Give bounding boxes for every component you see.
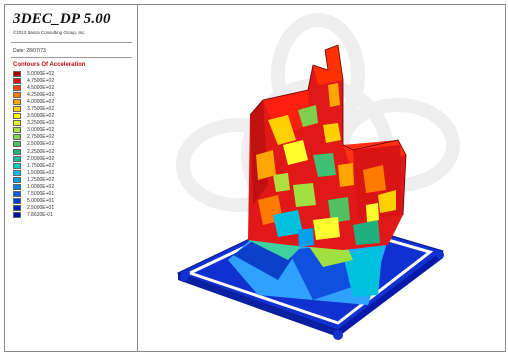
app-title: 3DEC_DP 5.00: [13, 11, 111, 27]
legend-swatch: [13, 162, 21, 169]
legend-label: 5.0000E+01: [27, 198, 55, 205]
plot-date: Date: 28/07/73: [13, 48, 46, 54]
legend-label: 2.0000E+02: [27, 155, 55, 162]
legend-item: 2.0000E+02: [13, 155, 54, 162]
legend-swatch: [13, 191, 21, 198]
legend-swatch: [13, 134, 21, 141]
legend-item: 4.0000E+02: [13, 98, 54, 105]
legend-item: 7.5000E+01: [13, 191, 54, 198]
legend-label: 7.5000E+01: [27, 191, 55, 198]
legend-swatch: [13, 113, 21, 120]
legend-label: 5.0000E+02: [27, 70, 55, 77]
legend-swatch: [13, 155, 21, 162]
legend-label: 3.5000E+02: [27, 113, 55, 120]
legend-item: 4.2500E+02: [13, 91, 54, 98]
legend-swatch: [13, 106, 21, 113]
legend-swatch: [13, 77, 21, 84]
legend-swatch: [13, 148, 21, 155]
copyright-text: ©2013 Itasca Consulting Group, Inc.: [13, 30, 86, 35]
legend-swatch: [13, 212, 21, 219]
legend-label: 1.7500E+02: [27, 162, 55, 169]
legend-label: 4.2500E+02: [27, 91, 55, 98]
legend-label: 4.7500E+02: [27, 77, 55, 84]
legend-label: 1.5000E+02: [27, 169, 55, 176]
legend-item: 1.2500E+02: [13, 176, 54, 183]
legend-swatch: [13, 120, 21, 127]
structure-tower: [248, 44, 407, 250]
legend-item: 2.5000E+02: [13, 141, 54, 148]
legend-label: 3.0000E+02: [27, 127, 55, 134]
legend-item: 2.5000E+01: [13, 205, 54, 212]
legend-item: 5.0000E+02: [13, 70, 54, 77]
plot-window: 3DEC_DP 5.00 ©2013 Itasca Consulting Gro…: [4, 4, 506, 352]
divider: [11, 42, 132, 43]
legend-label: 2.5000E+02: [27, 141, 55, 148]
legend-swatch: [13, 91, 21, 98]
legend-label: 3.2500E+02: [27, 120, 55, 127]
model-viewport[interactable]: [138, 5, 505, 351]
legend-label: 4.5000E+02: [27, 84, 55, 91]
legend-item: 1.5000E+02: [13, 169, 54, 176]
legend-item: 3.7500E+02: [13, 105, 55, 113]
legend-item: 4.7500E+02: [13, 77, 54, 84]
legend-swatch: [13, 169, 21, 176]
legend-label: 2.7500E+02: [27, 134, 55, 141]
divider: [11, 57, 132, 58]
legend-swatch: [13, 127, 21, 134]
legend-item: 2.2500E+02: [13, 148, 54, 155]
legend-item: 4.5000E+02: [13, 84, 54, 91]
legend-label: 2.5000E+01: [27, 205, 55, 212]
legend-item: 3.0000E+02: [13, 127, 54, 134]
legend-swatch: [13, 198, 21, 205]
legend-label: 2.2500E+02: [27, 148, 55, 155]
color-legend: 5.0000E+02 4.7500E+02 4.5000E+02 4.2500E+02…: [13, 70, 54, 219]
legend-item: 7.8620E-01: [13, 212, 54, 219]
legend-swatch: [13, 205, 21, 212]
legend-swatch: [13, 176, 21, 183]
legend-label: 7.8620E-01: [27, 212, 53, 219]
legend-swatch: [13, 70, 21, 77]
legend-item: 2.7500E+02: [13, 134, 54, 141]
legend-item: 5.0000E+01: [13, 198, 54, 205]
legend-label: 4.0000E+02: [27, 98, 55, 105]
legend-item: 3.5000E+02: [13, 113, 54, 120]
legend-label: 1.0000E+02: [27, 184, 55, 191]
legend-label: 3.7500E+02: [27, 106, 55, 113]
legend-title: Contours Of Acceleration: [13, 62, 86, 68]
legend-item: 1.7500E+02: [13, 162, 54, 169]
model-render: [176, 13, 460, 340]
legend-swatch: [13, 84, 21, 91]
legend-swatch: [13, 184, 21, 191]
legend-item: 1.0000E+02: [13, 184, 54, 191]
legend-swatch: [13, 141, 21, 148]
legend-label: 1.2500E+02: [27, 176, 55, 183]
legend-swatch: [13, 98, 21, 105]
legend-item: 3.2500E+02: [13, 120, 54, 127]
legend-panel: 3DEC_DP 5.00 ©2013 Itasca Consulting Gro…: [5, 5, 138, 351]
